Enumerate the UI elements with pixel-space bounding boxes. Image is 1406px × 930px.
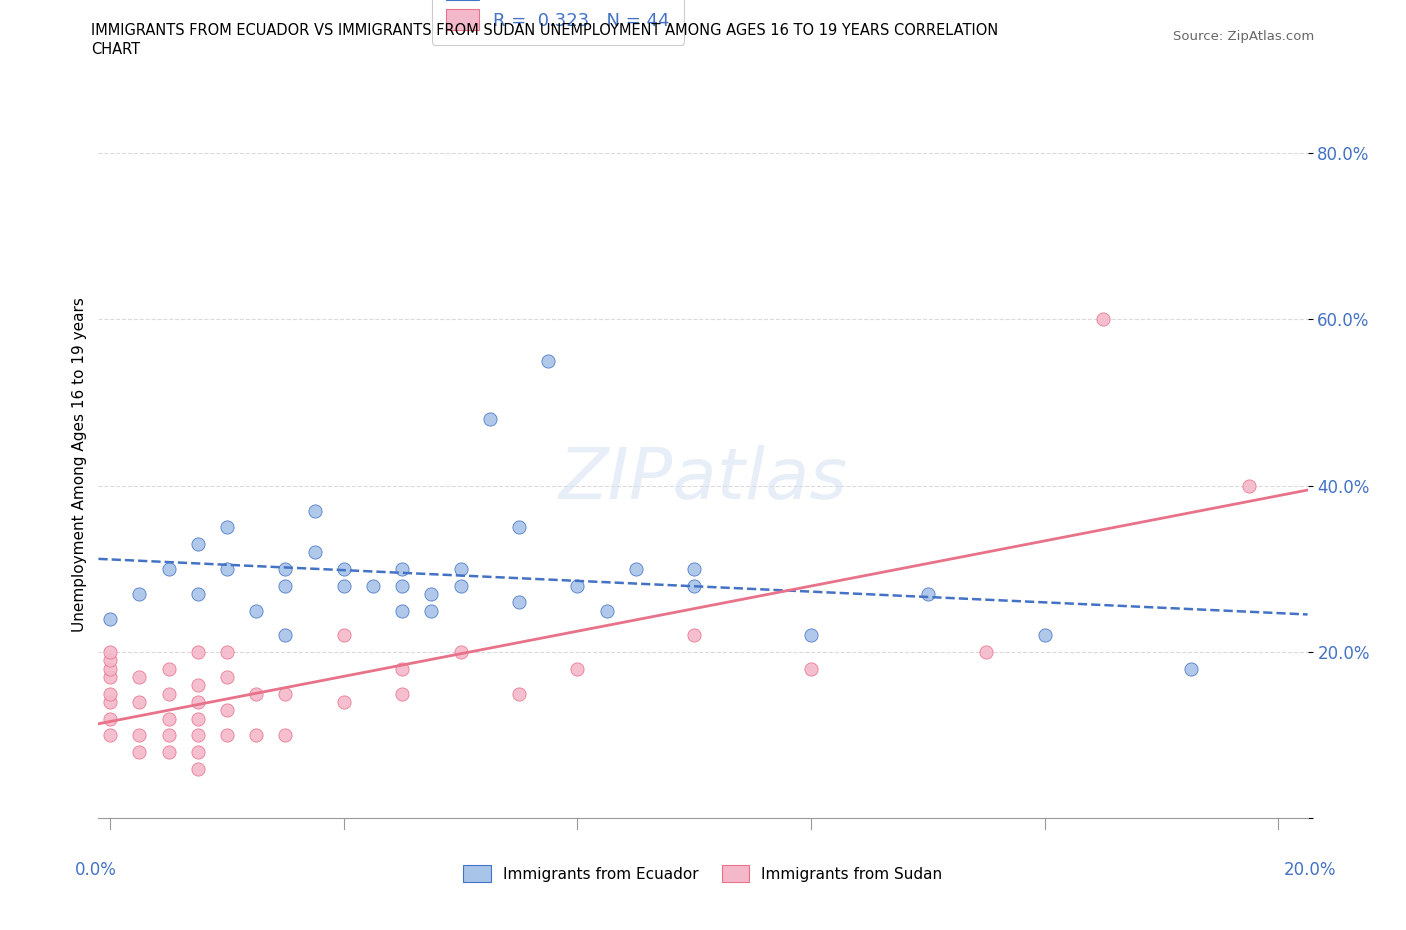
Point <box>98 686 121 701</box>
Point <box>157 744 180 759</box>
Point <box>508 686 530 701</box>
Point <box>157 661 180 676</box>
Point <box>450 578 472 593</box>
Point <box>157 686 180 701</box>
Point <box>274 578 297 593</box>
Point <box>391 686 413 701</box>
Point <box>800 661 823 676</box>
Point <box>450 562 472 577</box>
Point <box>157 562 180 577</box>
Point <box>1237 478 1260 493</box>
Point <box>128 744 150 759</box>
Point <box>304 545 326 560</box>
Point <box>245 603 267 618</box>
Point <box>215 644 238 659</box>
Point <box>332 628 354 643</box>
Point <box>391 661 413 676</box>
Point <box>128 670 150 684</box>
Point <box>683 628 706 643</box>
Point <box>332 562 354 577</box>
Text: ZIPatlas: ZIPatlas <box>558 445 848 513</box>
Point <box>478 412 501 427</box>
Point <box>187 744 209 759</box>
Point <box>245 686 267 701</box>
Point <box>98 644 121 659</box>
Point <box>187 537 209 551</box>
Point <box>1033 628 1056 643</box>
Point <box>274 562 297 577</box>
Point <box>391 603 413 618</box>
Text: CHART: CHART <box>91 42 141 57</box>
Point <box>215 728 238 743</box>
Point <box>215 703 238 718</box>
Point <box>1092 312 1115 327</box>
Point <box>215 520 238 535</box>
Point <box>683 578 706 593</box>
Point <box>1180 661 1202 676</box>
Point <box>98 728 121 743</box>
Point <box>391 578 413 593</box>
Point <box>567 578 589 593</box>
Point <box>187 644 209 659</box>
Point <box>187 711 209 726</box>
Text: 20.0%: 20.0% <box>1284 860 1337 879</box>
Point <box>361 578 384 593</box>
Point <box>567 661 589 676</box>
Y-axis label: Unemployment Among Ages 16 to 19 years: Unemployment Among Ages 16 to 19 years <box>72 298 87 632</box>
Point <box>187 695 209 710</box>
Point <box>245 728 267 743</box>
Point <box>595 603 617 618</box>
Point <box>508 520 530 535</box>
Point <box>157 728 180 743</box>
Text: Source: ZipAtlas.com: Source: ZipAtlas.com <box>1174 30 1315 43</box>
Text: IMMIGRANTS FROM ECUADOR VS IMMIGRANTS FROM SUDAN UNEMPLOYMENT AMONG AGES 16 TO 1: IMMIGRANTS FROM ECUADOR VS IMMIGRANTS FR… <box>91 23 998 38</box>
Point <box>420 587 443 602</box>
Point <box>450 644 472 659</box>
Text: 0.0%: 0.0% <box>75 860 117 879</box>
Point <box>157 711 180 726</box>
Point <box>128 587 150 602</box>
Point <box>187 587 209 602</box>
Point <box>187 761 209 776</box>
Point <box>215 670 238 684</box>
Point <box>98 661 121 676</box>
Point <box>683 562 706 577</box>
Point <box>624 562 647 577</box>
Point <box>332 695 354 710</box>
Point <box>274 686 297 701</box>
Point <box>332 578 354 593</box>
Point <box>800 628 823 643</box>
Point <box>274 728 297 743</box>
Point <box>917 587 939 602</box>
Point <box>508 595 530 610</box>
Point <box>187 728 209 743</box>
Point <box>391 562 413 577</box>
Legend: Immigrants from Ecuador, Immigrants from Sudan: Immigrants from Ecuador, Immigrants from… <box>457 858 949 888</box>
Point <box>537 353 560 368</box>
Point <box>98 611 121 626</box>
Point <box>128 695 150 710</box>
Point <box>98 653 121 668</box>
Point <box>304 503 326 518</box>
Point <box>974 644 997 659</box>
Point <box>420 603 443 618</box>
Point <box>98 695 121 710</box>
Point <box>128 728 150 743</box>
Point <box>274 628 297 643</box>
Point <box>187 678 209 693</box>
Point <box>215 562 238 577</box>
Point <box>98 670 121 684</box>
Point <box>98 711 121 726</box>
